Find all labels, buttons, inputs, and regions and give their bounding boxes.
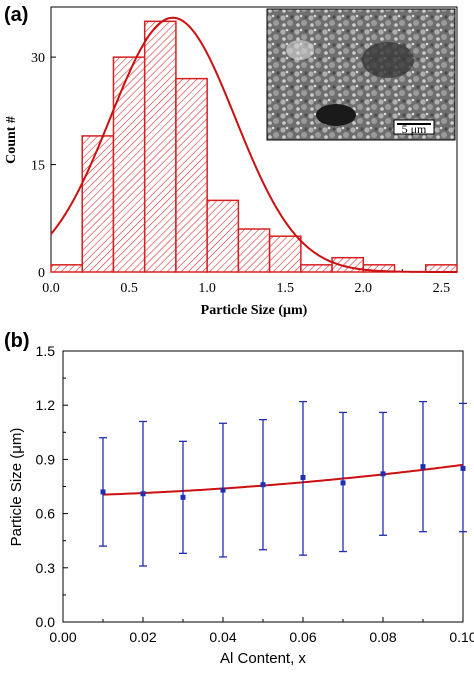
x-tick-label: 2.5 <box>433 281 451 296</box>
panel-a-y-tick-labels: 0 15 30 <box>31 51 45 281</box>
histogram-bar <box>300 264 333 273</box>
data-point <box>460 465 466 471</box>
x-tick-label: 0.5 <box>120 281 138 296</box>
x-tick-label: 0.10 <box>449 629 474 645</box>
panel-a: (a) 0.0 0.5 1.0 1.5 2.0 2.5 0 15 30 Particle Si… <box>4 4 458 318</box>
histogram-bar <box>143 20 177 273</box>
panel-b-x-axis-label: Al Content, x <box>220 650 306 667</box>
gaussian-fit-curve <box>50 16 457 273</box>
y-tick-label: 0.0 <box>36 614 56 630</box>
panel-b-y-tick-labels: 0.0 0.3 0.6 0.9 1.2 1.5 <box>36 343 56 630</box>
panel-a-x-tick-labels: 0.0 0.5 1.0 1.5 2.0 2.5 <box>42 281 450 296</box>
data-point <box>260 482 266 488</box>
histogram-bar <box>362 264 396 273</box>
data-point <box>300 474 306 480</box>
y-tick-label: 0.6 <box>36 506 56 522</box>
panel-b-y-axis-label: Particle Size (μm) <box>8 428 25 547</box>
x-tick-label: 0.08 <box>369 629 396 645</box>
panel-b-x-tick-labels: 0.00 0.02 0.04 0.06 0.08 0.10 <box>49 629 474 645</box>
data-point <box>340 480 346 486</box>
sem-micrograph-image <box>266 8 456 141</box>
fit-curve <box>102 463 464 496</box>
histogram-bar <box>425 264 458 273</box>
data-points-with-error-bars <box>99 400 467 567</box>
y-tick-label: 1.2 <box>36 397 56 413</box>
panel-a-y-axis-label: Count # <box>4 116 19 164</box>
data-point <box>100 489 106 495</box>
x-tick-label: 0.06 <box>289 629 316 645</box>
data-point <box>140 491 146 497</box>
x-tick-label: 0.04 <box>209 629 236 645</box>
sem-pore <box>316 104 356 126</box>
y-tick-label: 0 <box>38 266 45 281</box>
scale-bar-label: 5 μm <box>402 122 427 136</box>
x-tick-label: 0.02 <box>129 629 156 645</box>
x-tick-label: 1.0 <box>198 281 216 296</box>
histogram-bar <box>175 77 208 273</box>
y-tick-label: 30 <box>31 51 45 66</box>
panel-b-label: (b) <box>4 330 30 352</box>
sem-grain <box>286 40 314 60</box>
x-tick-label: 0.0 <box>42 281 60 296</box>
sem-inset: 5 μm <box>266 8 456 141</box>
x-tick-label: 0.00 <box>49 629 76 645</box>
data-point <box>380 471 386 477</box>
histogram-bar <box>237 228 271 273</box>
y-tick-label: 0.3 <box>36 560 56 576</box>
data-point <box>420 464 426 470</box>
y-tick-label: 15 <box>31 159 45 174</box>
data-point <box>180 494 186 500</box>
panel-a-label: (a) <box>4 4 28 26</box>
panel-b-ticks <box>62 350 464 623</box>
data-point <box>220 487 226 493</box>
histogram-bar <box>81 135 115 273</box>
y-tick-label: 0.9 <box>36 451 56 467</box>
sem-pore <box>362 42 414 78</box>
histogram-bars <box>50 20 458 273</box>
histogram-bar <box>268 235 302 273</box>
histogram-bar <box>50 264 83 273</box>
histogram-bar <box>112 56 146 273</box>
panel-b: (b) 0.00 0.02 0.04 0.06 0.08 0.10 0.00.30.60.… <box>4 330 474 667</box>
x-tick-label: 1.5 <box>276 281 294 296</box>
y-tick-label: 1.5 <box>36 343 56 359</box>
panel-a-x-axis-label: Particle Size (μm) <box>201 303 308 318</box>
histogram-bar <box>206 199 240 273</box>
x-tick-label: 2.0 <box>355 281 373 296</box>
